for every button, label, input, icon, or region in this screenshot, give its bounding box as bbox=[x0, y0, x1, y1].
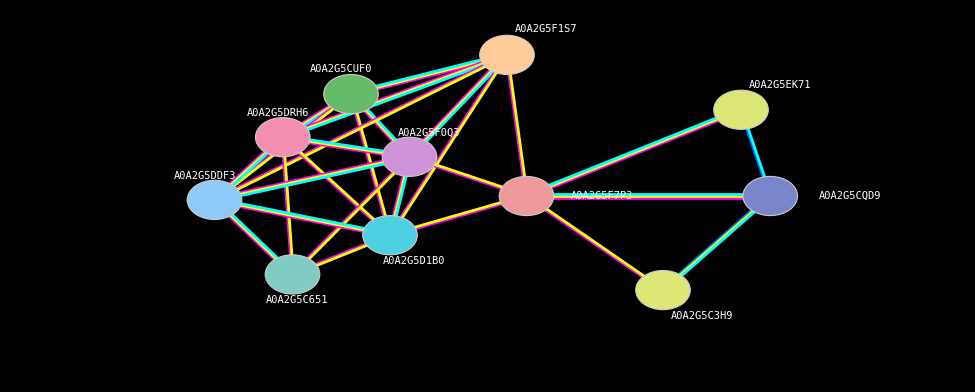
Ellipse shape bbox=[480, 35, 534, 74]
Text: A0A2G5C651: A0A2G5C651 bbox=[266, 295, 329, 305]
Ellipse shape bbox=[324, 74, 378, 114]
Text: A0A2G5CQD9: A0A2G5CQD9 bbox=[819, 191, 881, 201]
Text: A0A2G5C3H9: A0A2G5C3H9 bbox=[671, 310, 733, 321]
Text: A0A2G5DDF3: A0A2G5DDF3 bbox=[174, 171, 236, 181]
Ellipse shape bbox=[255, 118, 310, 157]
Ellipse shape bbox=[363, 216, 417, 255]
Ellipse shape bbox=[636, 270, 690, 310]
Ellipse shape bbox=[743, 176, 798, 216]
Ellipse shape bbox=[187, 180, 242, 220]
Ellipse shape bbox=[499, 176, 554, 216]
Text: A0A2G5F7P3: A0A2G5F7P3 bbox=[570, 191, 633, 201]
Ellipse shape bbox=[265, 255, 320, 294]
Text: A0A2G5D1B0: A0A2G5D1B0 bbox=[383, 256, 446, 266]
Text: A0A2G5CUF0: A0A2G5CUF0 bbox=[310, 64, 372, 74]
Ellipse shape bbox=[382, 137, 437, 176]
Text: A0A2G5DRH6: A0A2G5DRH6 bbox=[247, 108, 309, 118]
Text: A0A2G5F0Q3: A0A2G5F0Q3 bbox=[398, 127, 460, 138]
Ellipse shape bbox=[714, 90, 768, 129]
Text: A0A2G5EK71: A0A2G5EK71 bbox=[749, 80, 811, 91]
Text: A0A2G5F1S7: A0A2G5F1S7 bbox=[515, 24, 577, 34]
